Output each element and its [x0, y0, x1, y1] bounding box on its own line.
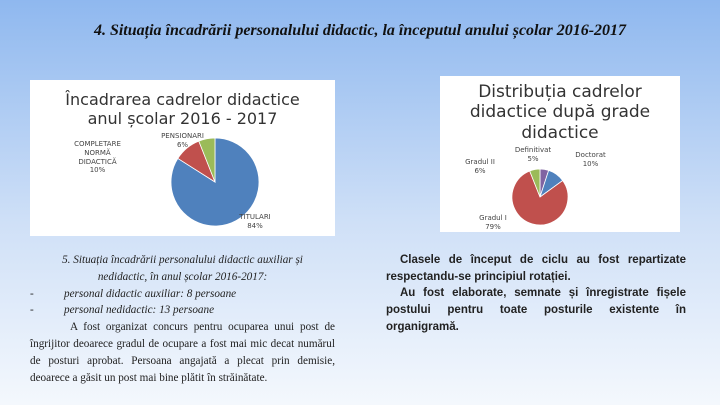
- pie: [511, 168, 569, 226]
- chart-box: Distribuția cadrelor didactice după grad…: [440, 76, 680, 232]
- paragraph: Clasele de început de ciclu au fost repa…: [386, 254, 686, 283]
- value-label: 6%: [176, 140, 189, 149]
- list-item: - personal nedidactic: 13 persoane: [30, 302, 335, 319]
- value-label: 6%: [474, 166, 486, 175]
- category-label: TITULARI: [239, 213, 271, 221]
- value-label: 10%: [89, 166, 106, 175]
- slice-label: Doctorat 10%: [568, 151, 613, 169]
- item-text: personal didactic auxiliar: 8 persoane: [64, 287, 237, 300]
- category-label: PENSIONARI: [161, 132, 204, 140]
- slide-title: 4. Situația încadrării personalului dida…: [93, 22, 627, 39]
- left-text: 5. Situația încadrării personalului dida…: [30, 252, 335, 386]
- slice-label: Gradul II 6%: [460, 158, 500, 176]
- category-label: COMPLETARE NORMĂ DIDACTICĂ: [74, 140, 121, 166]
- value-label: 84%: [247, 221, 263, 230]
- marker: -: [30, 304, 34, 317]
- value-label: 79%: [485, 222, 501, 231]
- paragraph: A fost organizat concurs pentru ocuparea…: [30, 321, 335, 384]
- category-label: Gradul II: [465, 158, 495, 166]
- paragraph: Au fost elaborate, semnate și înregistra…: [386, 287, 686, 333]
- item-text: personal nedidactic: 13 persoane: [64, 304, 215, 317]
- chart-title: Încadrarea cadrelor didactice anul școla…: [65, 90, 300, 129]
- pie-slice: [529, 168, 541, 198]
- marker: -: [30, 287, 34, 300]
- heading: 5. Situația încadrării personalului dida…: [62, 254, 303, 283]
- chart-box: Încadrarea cadrelor didactice anul școla…: [30, 80, 335, 236]
- right-text: Clasele de început de ciclu au fost repa…: [386, 252, 686, 335]
- chart-title: Distribuția cadrelor didactice după grad…: [469, 82, 651, 143]
- category-label: Doctorat: [575, 151, 606, 159]
- category-label: Definitivat: [514, 146, 552, 154]
- pie-slice: [198, 137, 216, 183]
- category-label: Gradul I: [479, 214, 507, 222]
- slice-label: TITULARI 84%: [235, 213, 275, 231]
- value-label: 10%: [582, 159, 599, 168]
- slice-label: COMPLETARE NORMĂ DIDACTICĂ 10%: [70, 140, 125, 175]
- slice-label: Gradul I 79%: [468, 214, 518, 232]
- slice-label: Definitivat 5%: [508, 146, 558, 164]
- slice-label: PENSIONARI 6%: [155, 132, 210, 150]
- value-label: 5%: [527, 154, 539, 163]
- list-item: - personal didactic auxiliar: 8 persoane: [30, 286, 335, 303]
- pie-slice: [511, 170, 569, 226]
- pie: [170, 137, 260, 227]
